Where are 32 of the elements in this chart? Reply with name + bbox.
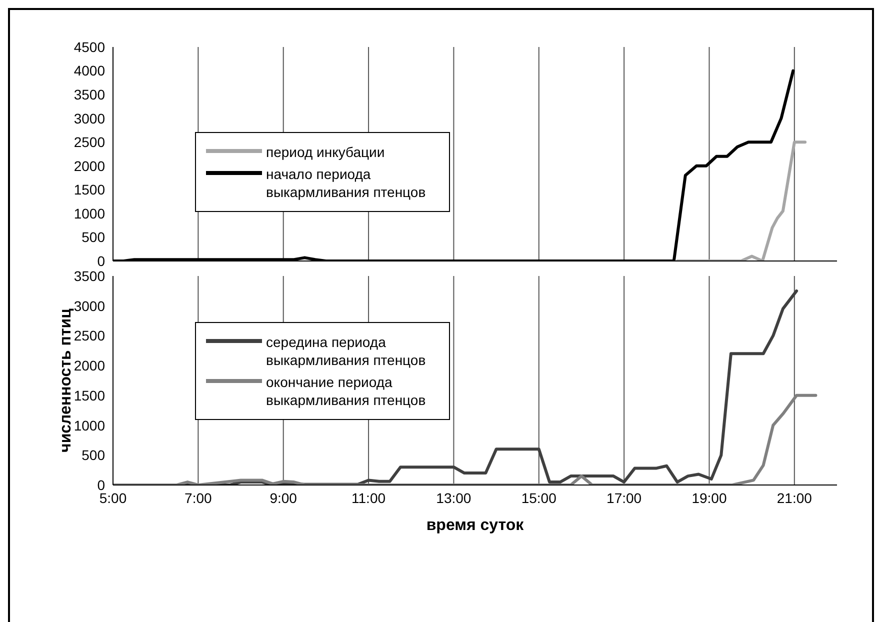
y-tick-label: 3000 [74, 110, 106, 126]
y-tick-label: 3000 [74, 298, 106, 314]
y-axis-title: численность птиц [58, 308, 75, 452]
y-tick-label: 0 [97, 252, 106, 269]
y-tick-label: 3500 [74, 86, 106, 103]
line-series [113, 394, 818, 485]
legend-label: окончание периода выкармливания птенцов [266, 373, 427, 409]
legend-label: период инкубации [266, 143, 385, 161]
y-tick-label: 4500 [74, 38, 106, 55]
x-tick-label: 17:00 [606, 490, 642, 506]
x-tick-label: 15:00 [521, 490, 557, 506]
y-tick-label: 1000 [74, 205, 106, 222]
x-tick-label: 9:00 [270, 490, 298, 506]
y-tick-label: 2500 [74, 134, 106, 150]
legend-label: начало периода выкармливания птенцов [266, 165, 427, 201]
x-tick-label: 21:00 [776, 490, 812, 506]
y-tick-label: 500 [82, 229, 106, 246]
y-tick-label: 2000 [74, 358, 106, 374]
y-tick-label: 1500 [74, 387, 106, 404]
x-tick-label: 19:00 [692, 490, 727, 506]
x-axis-title: время суток [425, 516, 525, 536]
y-tick-label: 1000 [74, 417, 106, 434]
y-tick-label: 1500 [74, 182, 106, 198]
line-series [676, 140, 807, 261]
y-tick-label: 2000 [74, 158, 106, 174]
x-tick-label: 11:00 [352, 490, 386, 506]
y-tick-label: 3500 [74, 268, 106, 284]
y-tick-label: 4000 [74, 62, 106, 79]
y-tick-label: 500 [82, 447, 106, 464]
x-tick-label: 7:00 [184, 490, 212, 506]
x-tick-label: 13:00 [436, 490, 472, 506]
y-tick-label: 2500 [74, 328, 106, 344]
